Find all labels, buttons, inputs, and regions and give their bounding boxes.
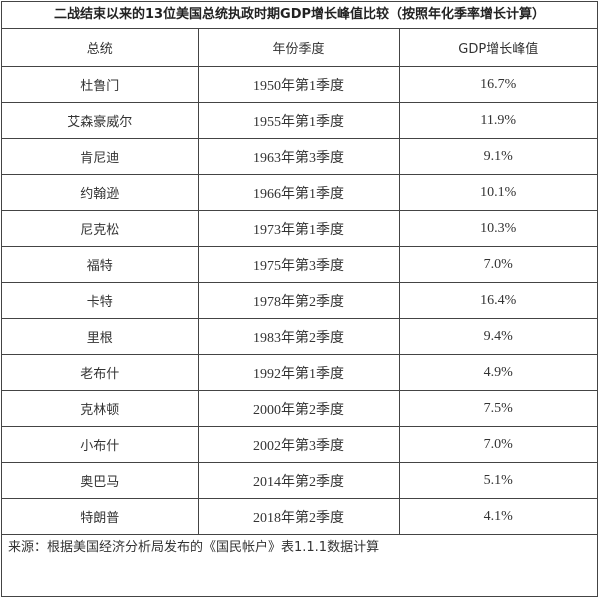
period-cell: 1966年第1季度 — [198, 174, 400, 211]
period-cell: 1950年第1季度 — [198, 66, 400, 103]
period-cell: 1955年第1季度 — [198, 102, 400, 139]
president-cell: 艾森豪威尔 — [2, 102, 199, 139]
period-cell: 1975年第3季度 — [198, 246, 400, 283]
president-cell: 里根 — [2, 318, 199, 355]
period-cell: 1983年第2季度 — [198, 318, 400, 355]
table-row: 约翰逊 1966年第1季度 10.1% — [2, 174, 597, 211]
peak-cell: 10.1% — [399, 174, 597, 211]
president-cell: 肯尼迪 — [2, 138, 199, 175]
president-cell: 克林顿 — [2, 390, 199, 427]
president-cell: 约翰逊 — [2, 174, 199, 211]
table-row: 奥巴马 2014年第2季度 5.1% — [2, 462, 597, 499]
table-row: 老布什 1992年第1季度 4.9% — [2, 354, 597, 391]
peak-cell: 7.0% — [399, 246, 597, 283]
period-cell: 2018年第2季度 — [198, 498, 400, 535]
table-row: 小布什 2002年第3季度 7.0% — [2, 426, 597, 463]
table-row: 杜鲁门 1950年第1季度 16.7% — [2, 66, 597, 103]
table-row: 肯尼迪 1963年第3季度 9.1% — [2, 138, 597, 175]
peak-cell: 10.3% — [399, 210, 597, 247]
peak-cell: 4.1% — [399, 498, 597, 535]
table-title: 二战结束以来的13位美国总统执政时期GDP增长峰值比较（按照年化季率增长计算） — [2, 2, 597, 29]
peak-cell: 7.5% — [399, 390, 597, 427]
peak-cell: 9.1% — [399, 138, 597, 175]
period-cell: 1963年第3季度 — [198, 138, 400, 175]
table-row: 艾森豪威尔 1955年第1季度 11.9% — [2, 102, 597, 139]
president-cell: 老布什 — [2, 354, 199, 391]
column-header-president: 总统 — [2, 29, 199, 67]
president-cell: 杜鲁门 — [2, 66, 199, 103]
peak-cell: 4.9% — [399, 354, 597, 391]
period-cell: 1973年第1季度 — [198, 210, 400, 247]
table-row: 里根 1983年第2季度 9.4% — [2, 318, 597, 355]
president-cell: 奥巴马 — [2, 462, 199, 499]
period-cell: 2002年第3季度 — [198, 426, 400, 463]
table-row: 尼克松 1973年第1季度 10.3% — [2, 210, 597, 247]
period-cell: 2014年第2季度 — [198, 462, 400, 499]
peak-cell: 7.0% — [399, 426, 597, 463]
president-cell: 福特 — [2, 246, 199, 283]
president-cell: 卡特 — [2, 282, 199, 319]
president-cell: 小布什 — [2, 426, 199, 463]
table-row: 卡特 1978年第2季度 16.4% — [2, 282, 597, 319]
peak-cell: 16.4% — [399, 282, 597, 319]
period-cell: 1992年第1季度 — [198, 354, 400, 391]
table-header-row: 总统 年份季度 GDP增长峰值 — [2, 29, 597, 67]
table-row: 特朗普 2018年第2季度 4.1% — [2, 498, 597, 535]
peak-cell: 9.4% — [399, 318, 597, 355]
president-cell: 尼克松 — [2, 210, 199, 247]
column-header-period: 年份季度 — [198, 29, 400, 67]
president-cell: 特朗普 — [2, 498, 199, 535]
peak-cell: 16.7% — [399, 66, 597, 103]
period-cell: 1978年第2季度 — [198, 282, 400, 319]
source-note: 来源：根据美国经济分析局发布的《国民帐户》表1.1.1数据计算 — [8, 540, 380, 555]
peak-cell: 11.9% — [399, 102, 597, 139]
peak-cell: 5.1% — [399, 462, 597, 499]
period-cell: 2000年第2季度 — [198, 390, 400, 427]
table-row: 克林顿 2000年第2季度 7.5% — [2, 390, 597, 427]
table-row: 福特 1975年第3季度 7.0% — [2, 246, 597, 283]
gdp-peak-table: 总统 年份季度 GDP增长峰值 杜鲁门 1950年第1季度 16.7% 艾森豪威… — [2, 29, 597, 535]
column-header-peak: GDP增长峰值 — [399, 29, 597, 67]
